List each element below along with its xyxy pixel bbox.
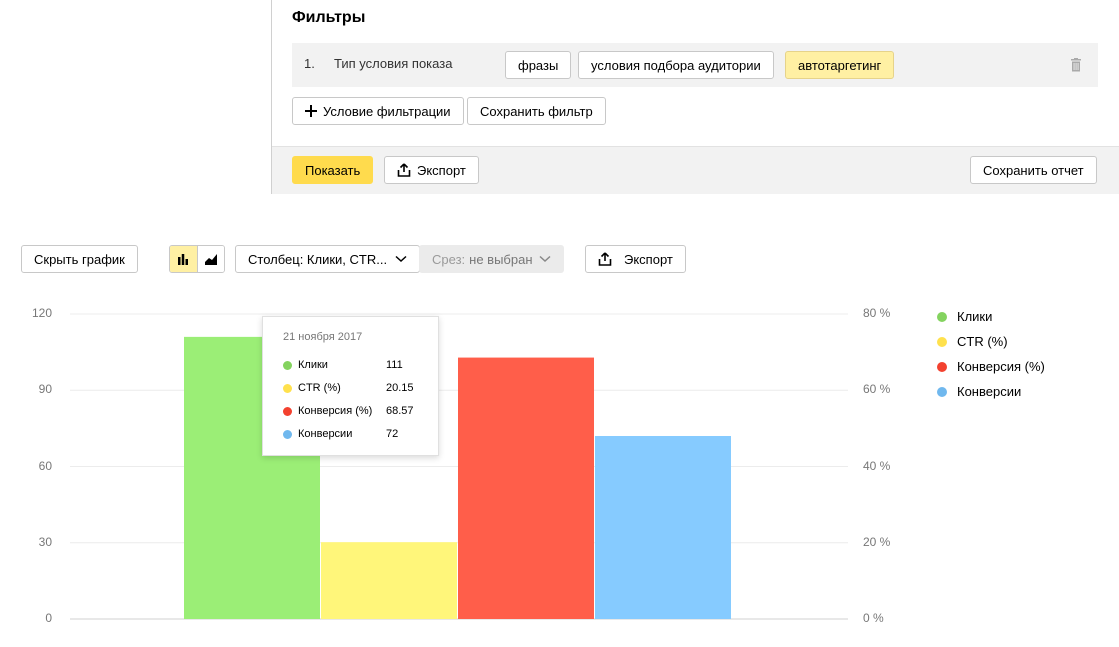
show-button[interactable]: Показать [292, 156, 374, 184]
left-tick-label: 60 [38, 458, 52, 473]
tooltip-date: 21 ноября 2017 [283, 331, 363, 343]
right-tick-label: 40 % [863, 458, 891, 473]
legend-item[interactable]: Конверсии [937, 384, 1021, 399]
export-icon [397, 163, 411, 177]
column-select-value: Столбец: Клики, CTR... [248, 251, 388, 267]
tooltip-row-label: Клики [298, 359, 328, 371]
slice-select-value: не выбран [469, 251, 533, 267]
tooltip-row-value: 20.15 [386, 382, 414, 394]
legend-dot-icon [937, 361, 947, 372]
tooltip-dot-icon [283, 360, 292, 370]
chart-export-label: Экспорт [624, 251, 673, 267]
tooltip-row: Клики 111 [283, 359, 433, 371]
right-tick-label: 80 % [863, 306, 891, 320]
filter-option-audience[interactable]: условия подбора аудитории [578, 51, 774, 79]
chart [0, 295, 1119, 647]
bar-chart-toggle[interactable] [170, 246, 198, 272]
column-select[interactable]: Столбец: Клики, CTR... [235, 245, 421, 273]
tooltip-row: CTR (%) 20.15 [283, 382, 433, 394]
filter-row-number: 1. [304, 56, 315, 71]
add-filter-condition-button[interactable]: Условие фильтрации [292, 97, 464, 125]
legend-label: Конверсия (%) [957, 359, 1045, 374]
slice-select-prefix: Срез: [432, 251, 466, 267]
bar-3[interactable] [595, 436, 731, 619]
footer-export-button[interactable]: Экспорт [384, 156, 479, 184]
right-tick-label: 0 % [863, 611, 884, 625]
chart-export-button[interactable]: Экспорт [585, 245, 686, 273]
area-chart-icon [204, 254, 217, 265]
tooltip-row-value: 72 [386, 428, 399, 440]
legend-dot-icon [937, 311, 947, 322]
bar-2[interactable] [458, 357, 594, 619]
tooltip-row-label: Конверсия (%) [298, 405, 373, 417]
legend-dot-icon [937, 336, 947, 347]
filters-panel: Фильтры 1. Тип условия показа фразы усло… [271, 0, 1119, 194]
bar-1[interactable] [321, 542, 457, 619]
legend-item[interactable]: CTR (%) [937, 334, 1008, 349]
tooltip-row-value: 111 [386, 359, 403, 371]
filter-row: 1. Тип условия показа фразы условия подб… [292, 43, 1098, 87]
footer-export-label: Экспорт [417, 162, 466, 178]
tooltip-row: Конверсия (%) 68.57 [283, 405, 433, 417]
left-tick-label: 30 [38, 534, 52, 549]
slice-select[interactable]: Срез: не выбран [419, 245, 564, 273]
legend-label: Конверсии [957, 384, 1022, 399]
left-tick-label: 120 [31, 306, 52, 320]
filter-option-phrases[interactable]: фразы [505, 51, 572, 79]
area-chart-toggle[interactable] [197, 246, 224, 272]
chart-type-toggle [169, 245, 225, 273]
chevron-down-icon [395, 255, 407, 263]
legend-label: CTR (%) [957, 334, 1008, 349]
tooltip-dot-icon [283, 383, 292, 393]
tooltip-row-value: 68.57 [386, 405, 414, 417]
save-report-button[interactable]: Сохранить отчет [970, 156, 1097, 184]
chart-tooltip: 21 ноября 2017 Клики 111 CTR (%) 20.15 Конве… [262, 316, 439, 456]
right-tick-label: 60 % [863, 382, 891, 397]
left-tick-label: 90 [38, 382, 52, 397]
tooltip-dot-icon [283, 406, 292, 416]
save-filter-button[interactable]: Сохранить фильтр [467, 97, 606, 125]
tooltip-row-label: Конверсии [298, 428, 353, 440]
legend-item[interactable]: Конверсия (%) [937, 359, 1045, 374]
right-tick-label: 20 % [863, 534, 891, 549]
filters-footer: Показать Экспорт Сохранить отчет [272, 146, 1119, 194]
legend-label: Клики [957, 309, 993, 324]
tooltip-row-label: CTR (%) [298, 382, 341, 394]
filters-title: Фильтры [292, 9, 366, 26]
bar-chart-icon [178, 254, 189, 265]
plus-icon [305, 105, 317, 117]
legend-item[interactable]: Клики [937, 309, 992, 324]
legend-dot-icon [937, 386, 947, 397]
hide-chart-button[interactable]: Скрыть график [21, 245, 138, 273]
tooltip-dot-icon [283, 429, 292, 439]
tooltip-row: Конверсии 72 [283, 428, 433, 440]
filter-option-autotargeting[interactable]: автотаргетинг [785, 51, 895, 79]
trash-icon[interactable] [1070, 58, 1082, 72]
left-tick-label: 0 [45, 611, 52, 625]
export-icon [598, 252, 612, 266]
chevron-down-icon [538, 255, 551, 263]
add-filter-condition-label: Условие фильтрации [323, 103, 451, 119]
chart-plot [70, 313, 848, 620]
filter-row-label: Тип условия показа [334, 56, 453, 71]
